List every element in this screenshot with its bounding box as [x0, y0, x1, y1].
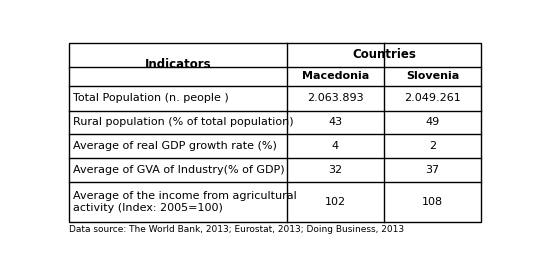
Text: Rural population (% of total population): Rural population (% of total population) — [74, 117, 294, 127]
Text: Average of real GDP growth rate (%): Average of real GDP growth rate (%) — [74, 141, 277, 151]
Text: 43: 43 — [328, 117, 343, 127]
Text: 4: 4 — [332, 141, 339, 151]
Text: 102: 102 — [325, 197, 346, 207]
Text: Average of the income from agricultural
activity (Index: 2005=100): Average of the income from agricultural … — [74, 191, 297, 213]
Text: 49: 49 — [425, 117, 440, 127]
Text: 37: 37 — [425, 165, 440, 175]
Text: Indicators: Indicators — [144, 58, 211, 71]
Text: Countries: Countries — [352, 48, 416, 61]
Text: 2.049.261: 2.049.261 — [404, 93, 461, 103]
Text: Data source: The World Bank, 2013; Eurostat, 2013; Doing Business, 2013: Data source: The World Bank, 2013; Euros… — [69, 225, 404, 234]
Text: 108: 108 — [422, 197, 443, 207]
Text: Average of GVA of Industry(% of GDP): Average of GVA of Industry(% of GDP) — [74, 165, 285, 175]
Text: 32: 32 — [328, 165, 343, 175]
Text: 2.063.893: 2.063.893 — [307, 93, 364, 103]
Text: Macedonia: Macedonia — [302, 71, 369, 81]
Text: Total Population (n. people ): Total Population (n. people ) — [74, 93, 229, 103]
Text: Slovenia: Slovenia — [406, 71, 459, 81]
Text: 2: 2 — [429, 141, 436, 151]
